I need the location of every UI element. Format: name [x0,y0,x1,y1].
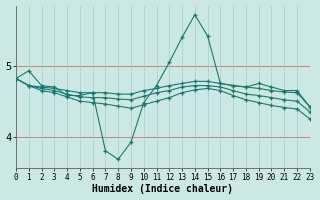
X-axis label: Humidex (Indice chaleur): Humidex (Indice chaleur) [92,184,233,194]
